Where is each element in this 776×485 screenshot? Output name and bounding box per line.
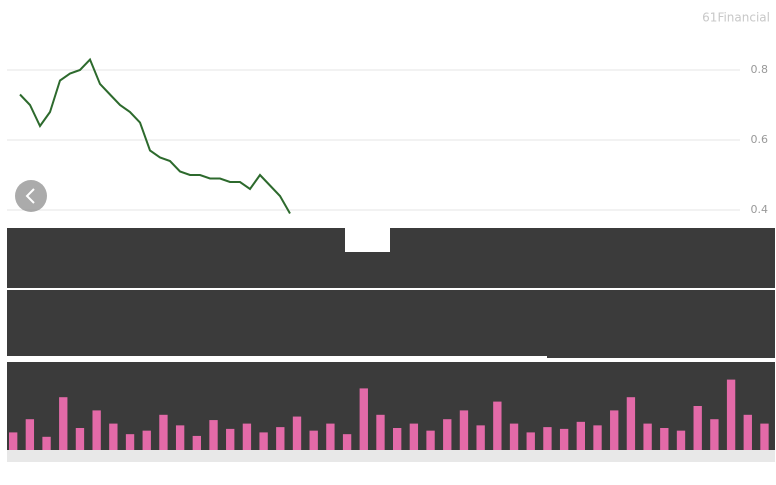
volume-bar (42, 437, 50, 450)
volume-bar (92, 410, 100, 450)
prev-button[interactable] (15, 180, 47, 212)
volume-bar (193, 436, 201, 450)
volume-bar (209, 420, 217, 450)
volume-bar (760, 424, 768, 450)
volume-bar (159, 415, 167, 450)
volume-bar (710, 419, 718, 450)
volume-bar (643, 424, 651, 450)
y-tick-label: 0.8 (751, 63, 769, 76)
y-tick-label: 0.4 (751, 203, 769, 216)
volume-bar (577, 422, 585, 450)
volume-bar (426, 431, 434, 450)
watermark: 61Financial (702, 11, 770, 25)
chart: 61Financial 0.8 0.6 0.4 (0, 0, 776, 485)
volume-bar (376, 415, 384, 450)
volume-bar (560, 429, 568, 450)
volume-bar (460, 410, 468, 450)
volume-bar (610, 410, 618, 450)
glitch-block (345, 222, 390, 252)
y-tick-label: 0.6 (751, 133, 769, 146)
volume-bar (744, 415, 752, 450)
volume-bar (627, 397, 635, 450)
volume-bar (26, 419, 34, 450)
glitch-line (7, 356, 547, 359)
volume-bar (727, 380, 735, 450)
volume-bar (527, 432, 535, 450)
volume-bar (59, 397, 67, 450)
volume-bar (543, 427, 551, 450)
volume-bar (276, 427, 284, 450)
volume-bar (677, 431, 685, 450)
volume-bar (109, 424, 117, 450)
volume-bar (660, 428, 668, 450)
volume-bar (9, 432, 17, 450)
volume-bar (310, 431, 318, 450)
volume-bar (326, 424, 334, 450)
volume-bar (243, 424, 251, 450)
volume-bar (76, 428, 84, 450)
volume-bar (493, 402, 501, 450)
volume-bar (143, 431, 151, 450)
glitch-line (7, 288, 775, 290)
glitch-block (7, 228, 775, 358)
volume-bar (360, 388, 368, 450)
volume-bg (7, 362, 775, 450)
volume-bar (126, 434, 134, 450)
volume-bar (510, 424, 518, 450)
volume-bar (410, 424, 418, 450)
volume-bar (694, 406, 702, 450)
glitch-strip (7, 450, 775, 462)
volume-bar (393, 428, 401, 450)
volume-bar (476, 425, 484, 450)
volume-bar (343, 434, 351, 450)
volume-bar (226, 429, 234, 450)
volume-bar (259, 432, 267, 450)
volume-bar (176, 425, 184, 450)
volume-bar (293, 417, 301, 450)
volume-bar (593, 425, 601, 450)
volume-bar (443, 419, 451, 450)
